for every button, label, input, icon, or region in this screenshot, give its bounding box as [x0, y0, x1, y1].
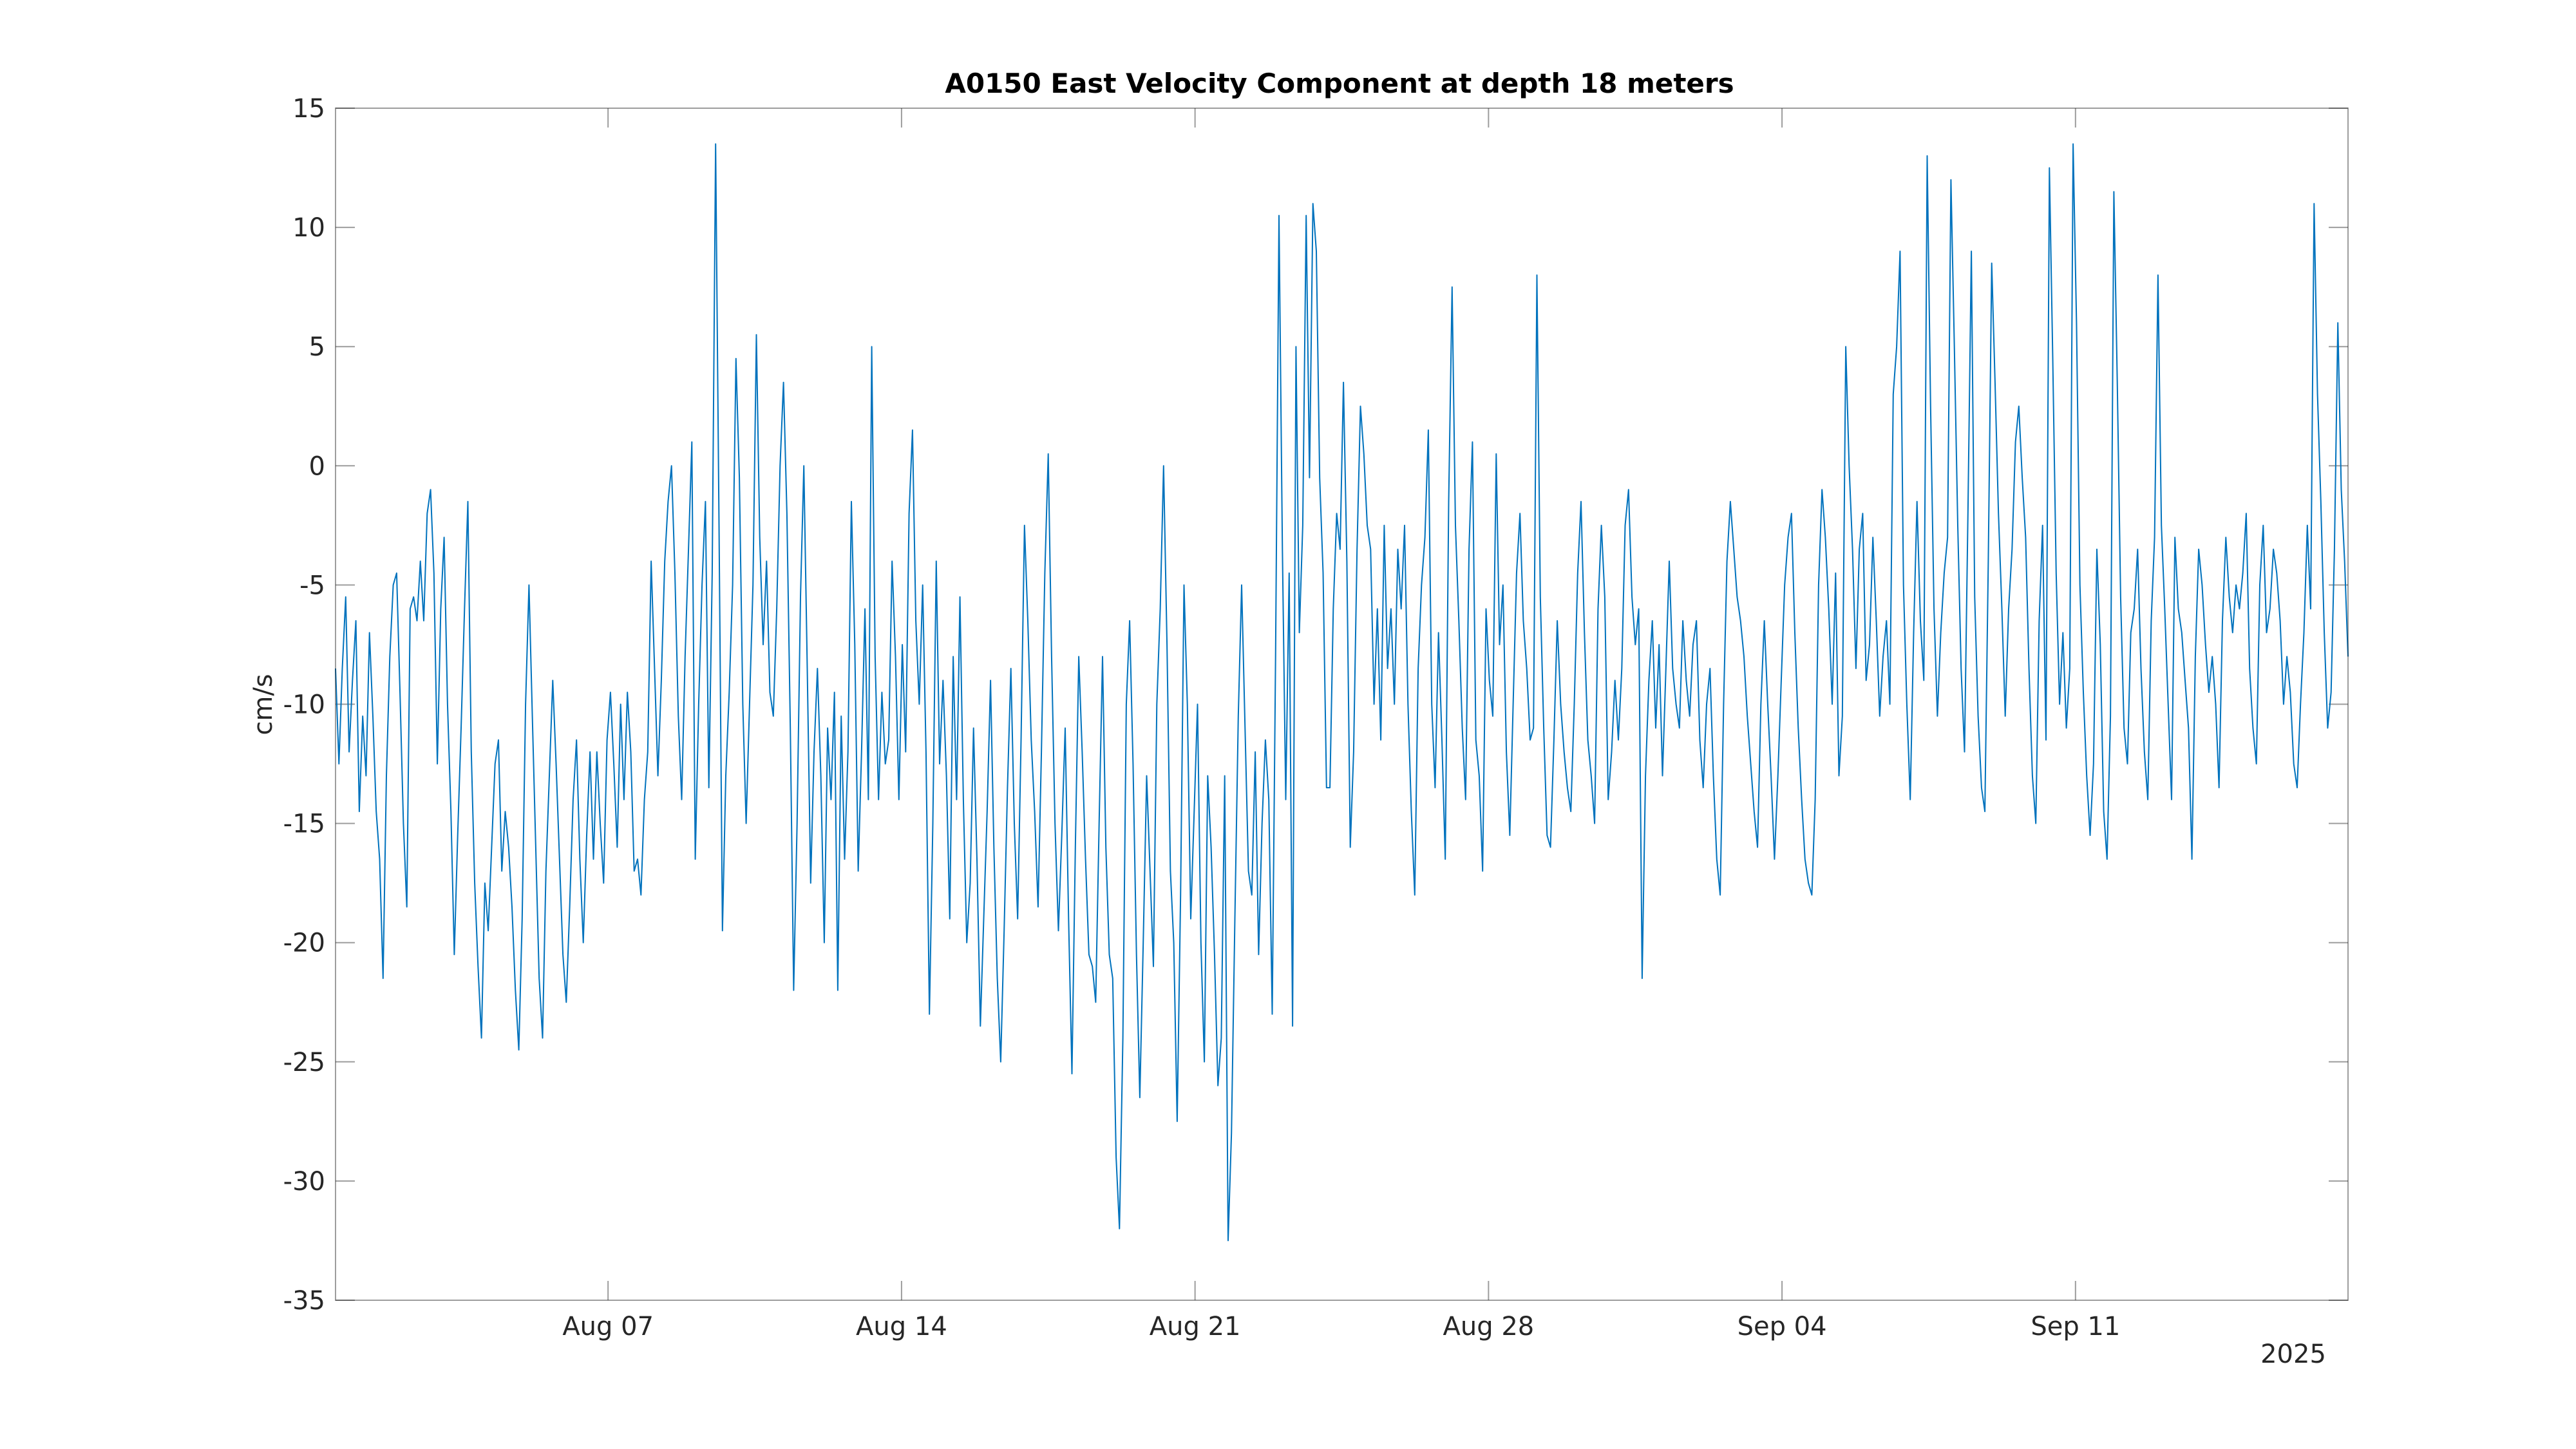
y-tick-label: -25: [283, 1048, 325, 1077]
y-tick-label: -30: [283, 1167, 325, 1197]
x-tick-label: Sep 04: [1738, 1312, 1827, 1341]
x-tick-label: Sep 11: [2031, 1312, 2120, 1341]
y-tick-label: -20: [283, 929, 325, 958]
series-line-1: [335, 143, 2349, 1242]
x-axis-year-label: 2025: [2260, 1340, 2326, 1369]
y-tick-label: -15: [283, 810, 325, 839]
x-tick-label: Aug 14: [856, 1312, 947, 1341]
x-tick-label: Aug 21: [1150, 1312, 1241, 1341]
y-tick-label: 10: [292, 213, 325, 243]
y-axis-label: cm/s: [249, 674, 278, 735]
y-tick-label: 5: [309, 332, 325, 362]
y-tick-label: -10: [283, 690, 325, 720]
y-tick-label: -35: [283, 1286, 325, 1316]
plot-area-border: [335, 108, 2349, 1301]
chart-title: A0150 East Velocity Component at depth 1…: [945, 68, 1734, 99]
tick-layer: 15 10 5 0 -5 -10 -15 -20 -25 -30 -35 Aug 07 Aug 14 Au…: [283, 94, 2348, 1341]
x-tick-label: Aug 07: [562, 1312, 654, 1341]
series-layer: [335, 143, 2349, 1242]
y-tick-label: 15: [292, 94, 325, 124]
y-tick-label: 0: [309, 451, 325, 481]
y-tick-label: -5: [299, 571, 325, 600]
x-tick-label: Aug 28: [1443, 1312, 1535, 1341]
